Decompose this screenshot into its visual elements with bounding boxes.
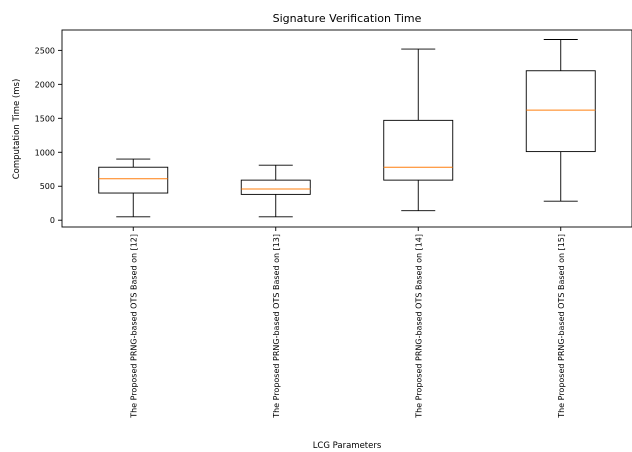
x-tick-label-3: The Proposed PRNG-based OTS Based on [14… [414, 234, 423, 419]
y-tick-label-2: 1000 [35, 148, 55, 157]
x-tick-label-1: The Proposed PRNG-based OTS Based on [12… [129, 234, 138, 419]
x-tick-label-2: The Proposed PRNG-based OTS Based on [13… [272, 234, 281, 419]
box-1 [98, 166, 169, 194]
y-tick-label-0: 0 [50, 216, 55, 225]
y-tick-label-1: 500 [40, 182, 55, 191]
y-tick-label-5: 2500 [35, 46, 55, 55]
x-tick-label-4: The Proposed PRNG-based OTS Based on [15… [557, 234, 566, 419]
chart-title: Signature Verification Time [273, 12, 422, 25]
box-2 [240, 179, 311, 195]
y-tick-label-4: 2000 [35, 80, 55, 89]
plot-frame [61, 29, 632, 228]
y-tick-label-3: 1500 [35, 114, 55, 123]
box-4 [525, 70, 596, 153]
x-axis-label: LCG Parameters [313, 441, 382, 451]
box-3 [383, 119, 454, 181]
y-axis-label: Computation Time (ms) [12, 79, 22, 180]
plot-area: 0 500 1000 1500 2000 2500 The Proposed PRNG-ba… [35, 29, 632, 419]
